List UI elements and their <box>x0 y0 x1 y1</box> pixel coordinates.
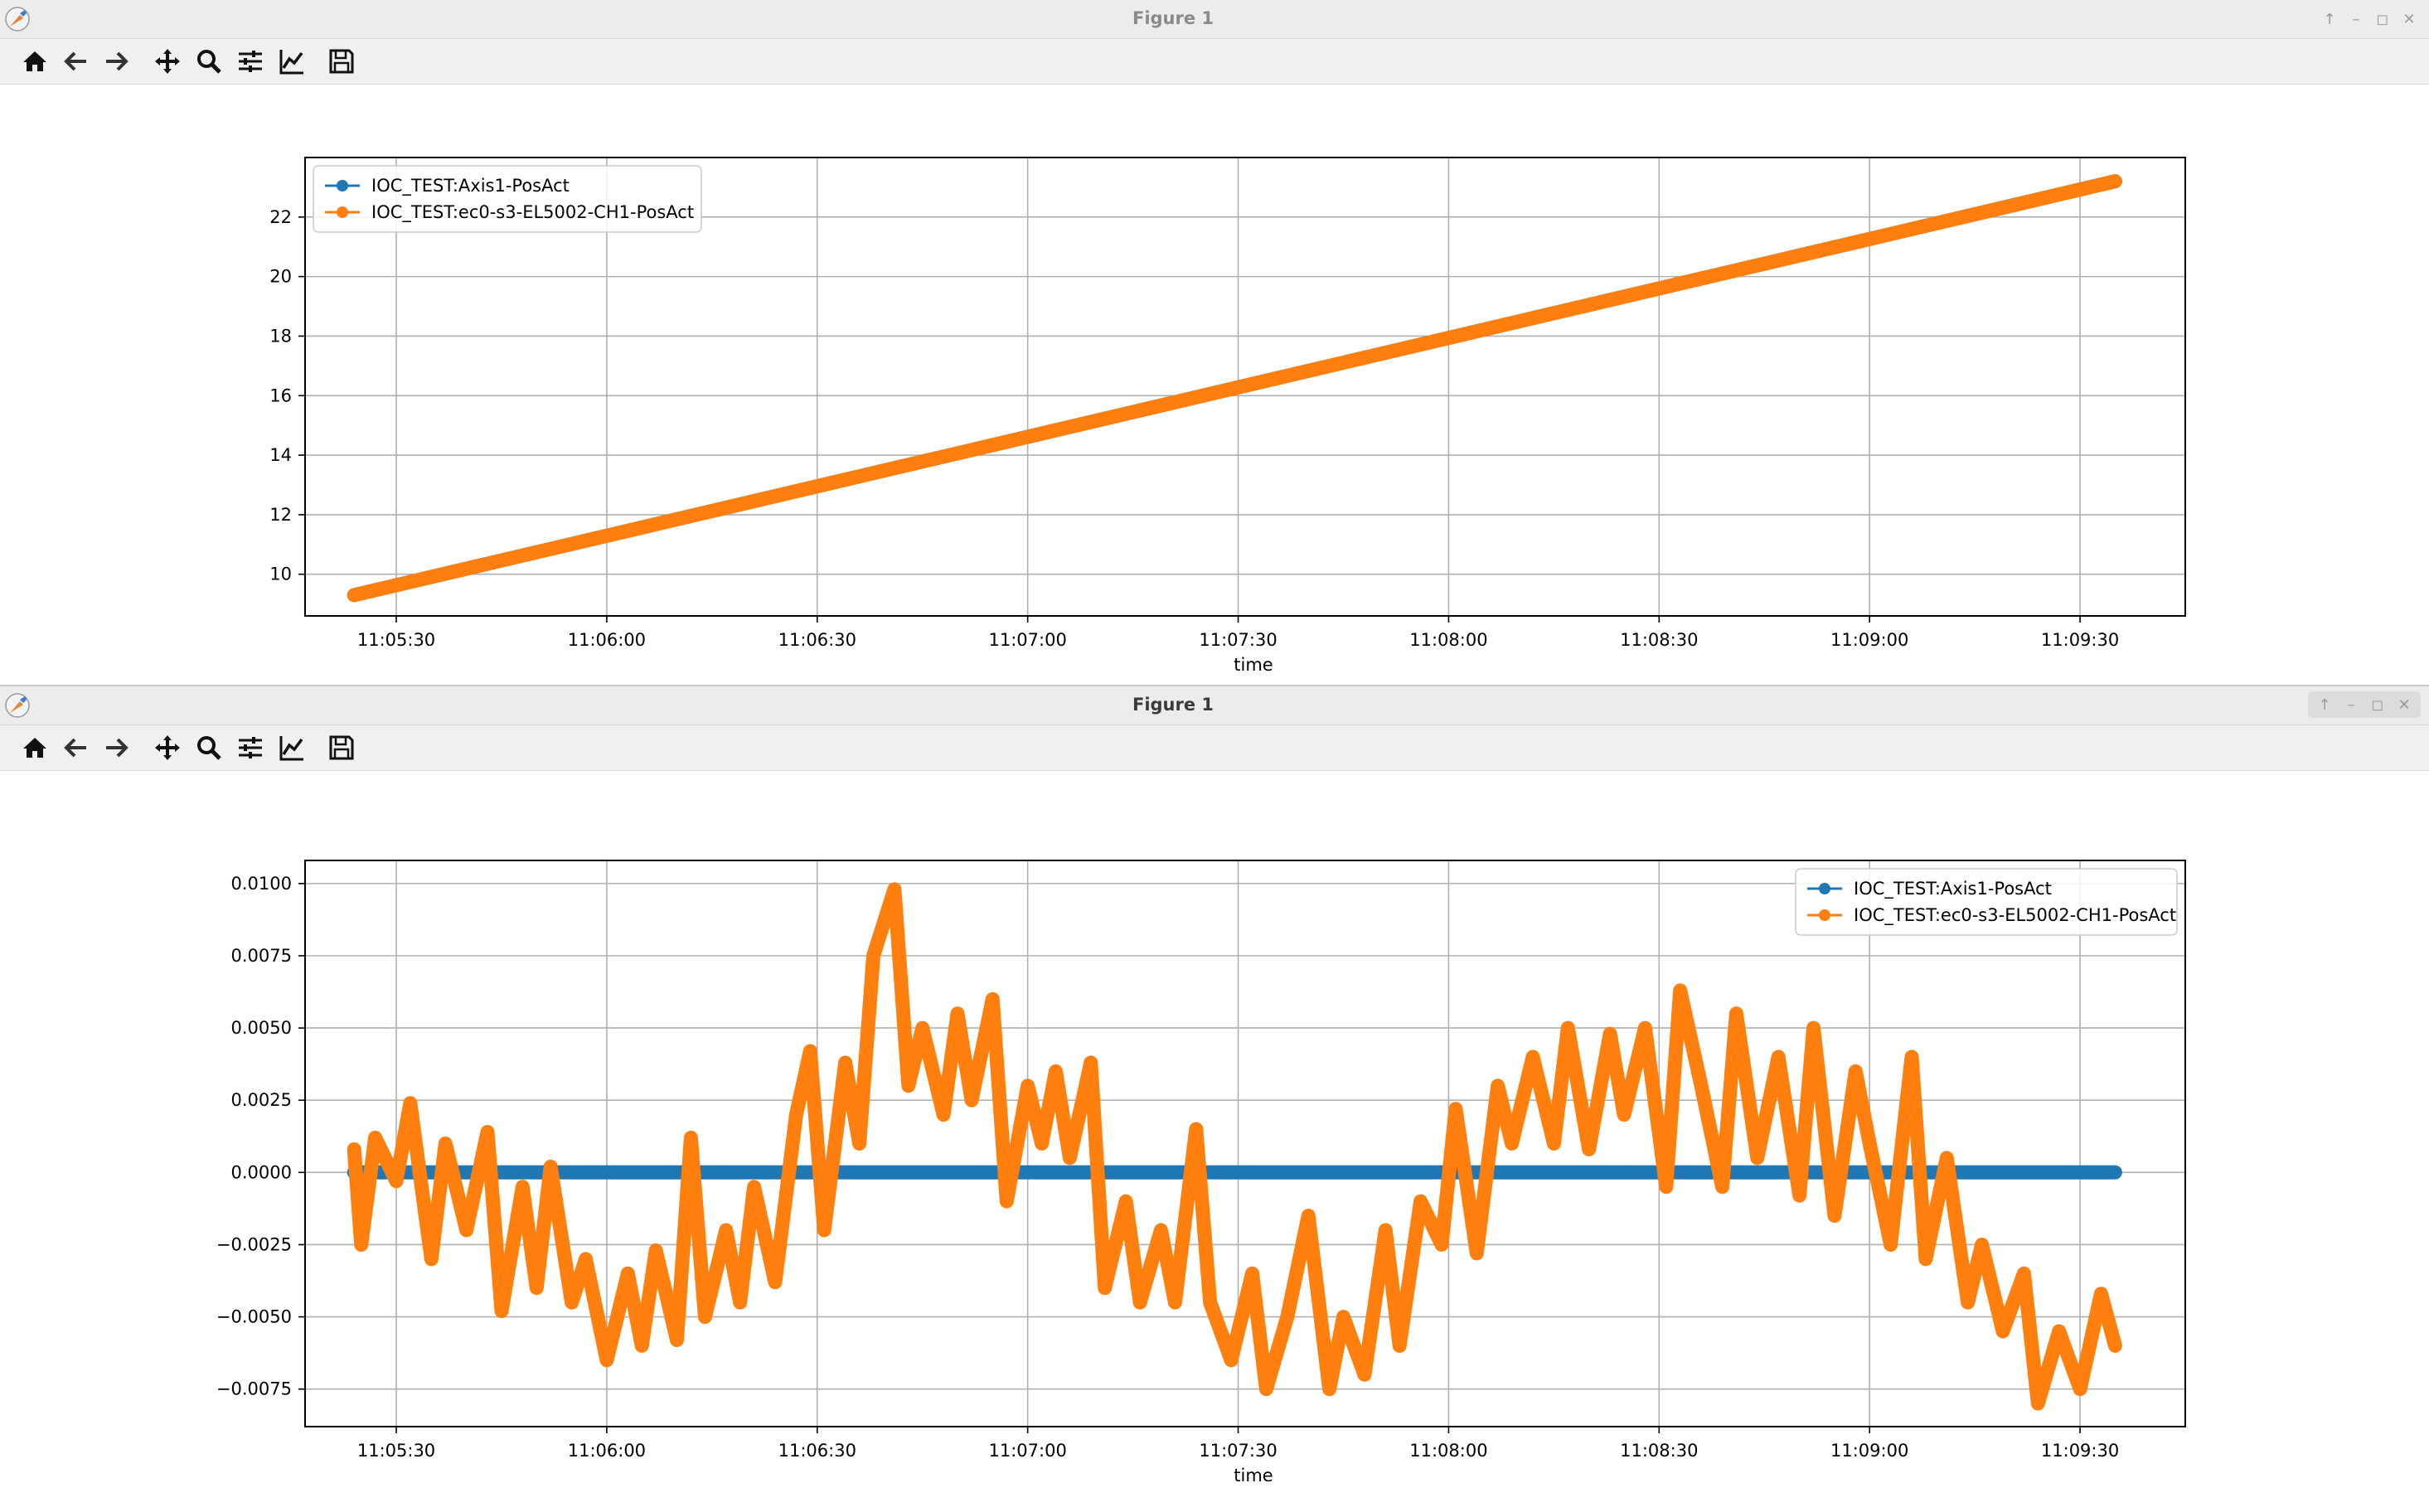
window-title: Figure 1 <box>1132 8 1214 28</box>
edit-axes-icon[interactable] <box>277 46 307 76</box>
y-tick-label: 22 <box>269 207 292 227</box>
x-tick-label: 11:09:30 <box>2041 1441 2119 1461</box>
x-axis-label: time <box>1234 655 1273 675</box>
pan-move-icon[interactable] <box>153 733 182 763</box>
window-title: Figure 1 <box>1132 695 1214 715</box>
series-line-el5002-ch1-posact <box>347 174 2122 603</box>
title-bar[interactable]: Figure 1 ↑ – ◻ ✕ <box>0 686 2429 725</box>
legend-marker <box>337 206 348 218</box>
back-arrow-icon[interactable] <box>61 46 91 76</box>
forward-arrow-icon[interactable] <box>101 733 131 763</box>
x-tick-label: 11:06:00 <box>568 1441 646 1461</box>
legend-label: IOC_TEST:Axis1-PosAct <box>371 176 570 196</box>
minimize-icon[interactable]: – <box>2347 695 2355 714</box>
legend-box <box>1795 868 2178 936</box>
x-tick-label: 11:08:30 <box>1620 1441 1698 1461</box>
x-axis-label: time <box>1234 1466 1273 1485</box>
legend-label: IOC_TEST:ec0-s3-EL5002-CH1-PosAct <box>1854 905 2176 926</box>
maximize-icon[interactable]: ◻ <box>2371 695 2384 714</box>
y-tick-label: 0.0075 <box>231 946 292 966</box>
x-tick-label: 11:06:30 <box>778 1441 856 1461</box>
x-tick-label: 11:07:00 <box>988 630 1066 650</box>
legend-label: IOC_TEST:Axis1-PosAct <box>1854 879 2052 899</box>
y-tick-label: 0.0050 <box>231 1018 292 1038</box>
minimize-icon[interactable]: – <box>2352 10 2360 28</box>
y-tick-label: 14 <box>269 445 292 465</box>
keep-above-icon[interactable]: ↑ <box>2318 695 2331 714</box>
edit-axes-icon[interactable] <box>277 733 307 763</box>
y-tick-label: −0.0025 <box>216 1234 292 1254</box>
y-tick-label: −0.0075 <box>216 1379 292 1399</box>
legend-marker <box>337 180 348 191</box>
forward-arrow-icon[interactable] <box>101 46 131 76</box>
x-tick-label: 11:08:00 <box>1409 1441 1487 1461</box>
y-tick-label: 16 <box>269 385 292 405</box>
x-tick-label: 11:07:30 <box>1199 1441 1277 1461</box>
navigation-toolbar <box>0 39 2429 85</box>
plot-frame <box>304 157 2186 617</box>
y-tick-label: 20 <box>269 267 292 287</box>
app-icon <box>5 693 30 718</box>
series-line-el5002-ch1-posact <box>347 882 2122 1411</box>
x-tick-label: 11:08:00 <box>1409 630 1487 650</box>
zoom-magnifier-icon[interactable] <box>194 46 224 76</box>
line-chart-bottom: 11:05:30 11:06:00 11:06:30 11:07:00 11:07:30… <box>216 860 2186 1485</box>
close-icon[interactable]: ✕ <box>2397 695 2411 714</box>
title-bar[interactable]: Figure 1 ↑ – ◻ ✕ <box>0 0 2429 39</box>
y-tick-label: −0.0050 <box>216 1307 292 1327</box>
x-tick-label: 11:06:30 <box>778 630 856 650</box>
x-tick-label: 11:06:00 <box>568 630 646 650</box>
plot-canvas[interactable]: 11:05:30 11:06:00 11:06:30 11:07:00 11:07:30… <box>0 771 2429 1512</box>
configure-subplots-icon[interactable] <box>235 733 265 763</box>
home-icon[interactable] <box>20 46 50 76</box>
app-icon <box>5 7 30 32</box>
x-tick-label: 11:08:30 <box>1620 630 1698 650</box>
figure-window-bottom: Figure 1 ↑ – ◻ ✕ 11:05:30 11:06:00 11:06:3… <box>0 685 2429 1512</box>
close-icon[interactable]: ✕ <box>2402 10 2416 28</box>
y-tick-label: 0.0025 <box>231 1090 292 1110</box>
x-tick-label: 11:09:00 <box>1830 1441 1908 1461</box>
pan-move-icon[interactable] <box>153 46 182 76</box>
legend-label: IOC_TEST:ec0-s3-EL5002-CH1-PosAct <box>371 202 694 223</box>
x-tick-label: 11:05:30 <box>357 630 435 650</box>
y-tick-label: 18 <box>269 326 292 346</box>
legend-box <box>313 165 702 233</box>
home-icon[interactable] <box>20 733 50 763</box>
configure-subplots-icon[interactable] <box>235 46 265 76</box>
plot-frame <box>304 860 2186 1427</box>
x-tick-label: 11:05:30 <box>357 1441 435 1461</box>
x-tick-label: 11:07:00 <box>988 1441 1066 1461</box>
x-tick-label: 11:09:00 <box>1830 630 1908 650</box>
legend-marker <box>1819 909 1830 921</box>
x-tick-label: 11:07:30 <box>1199 630 1277 650</box>
plot-canvas[interactable]: 11:05:30 11:06:00 11:06:30 11:07:00 11:07:30… <box>0 85 2429 685</box>
navigation-toolbar <box>0 725 2429 771</box>
save-icon[interactable] <box>327 46 356 76</box>
line-chart-top: 11:05:30 11:06:00 11:06:30 11:07:00 11:07:30… <box>269 157 2186 675</box>
y-tick-label: 0.0100 <box>231 874 292 894</box>
figure-window-top: Figure 1 ↑ – ◻ ✕ 11:05:30 11:06:00 11:06:3… <box>0 0 2429 685</box>
y-tick-label: 12 <box>269 505 292 525</box>
keep-above-icon[interactable]: ↑ <box>2323 10 2336 28</box>
y-tick-label: 0.0000 <box>231 1162 292 1182</box>
back-arrow-icon[interactable] <box>61 733 91 763</box>
save-icon[interactable] <box>327 733 356 763</box>
x-tick-label: 11:09:30 <box>2041 630 2119 650</box>
maximize-icon[interactable]: ◻ <box>2376 10 2389 28</box>
y-tick-label: 10 <box>269 565 292 584</box>
legend-marker <box>1819 883 1830 894</box>
zoom-magnifier-icon[interactable] <box>194 733 224 763</box>
